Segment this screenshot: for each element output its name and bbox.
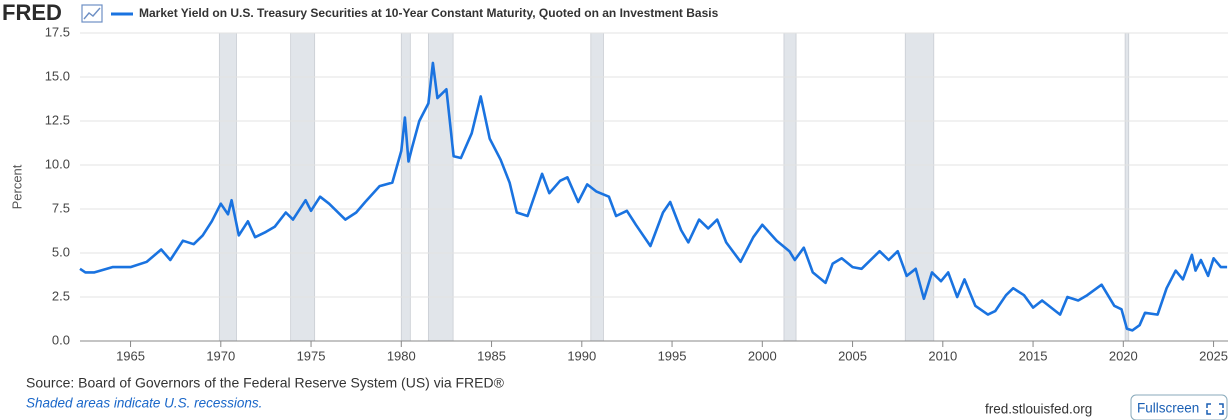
recession-band: [904, 32, 935, 342]
x-tick-label: 2025: [1199, 348, 1228, 363]
series-line: [79, 61, 1228, 332]
x-tick-label: 2000: [748, 348, 777, 363]
x-tick-label: 2005: [838, 348, 867, 363]
logo: FRED: [2, 0, 62, 25]
button-icon[interactable]: [1206, 403, 1224, 415]
recession-band: [218, 32, 237, 342]
site-url: fred.stlouisfed.org: [985, 402, 1092, 417]
x-tick-label: 1975: [297, 348, 326, 363]
y-axis-label: Percent: [9, 164, 24, 209]
button-frame[interactable]: [1130, 394, 1228, 420]
x-tick-label: 1985: [477, 348, 506, 363]
recession-band: [590, 32, 604, 342]
fullscreen-button[interactable]: Fullscreen: [1130, 394, 1228, 420]
y-tick-label: 2.5: [52, 288, 70, 303]
recession-band: [427, 32, 454, 342]
x-tick-label: 1980: [387, 348, 416, 363]
x-tick-label: 1990: [567, 348, 596, 363]
y-tick-label: 17.5: [45, 24, 70, 39]
source: Source: Board of Governors of the Federa…: [26, 375, 505, 391]
button-label[interactable]: Fullscreen: [1137, 401, 1199, 416]
x-tick-label: 1995: [658, 348, 687, 363]
recession-band: [783, 32, 797, 342]
y-tick-label: 0.0: [52, 332, 70, 347]
y-tick-label: 15.0: [45, 68, 70, 83]
x-tick-label: 1970: [206, 348, 235, 363]
logo-icon: [81, 4, 103, 23]
x-tick-label: 1965: [116, 348, 145, 363]
y-tick-label: 10.0: [45, 156, 70, 171]
x-tick-label: 2010: [928, 348, 957, 363]
y-tick-label: 12.5: [45, 112, 70, 127]
recession-band: [1124, 32, 1130, 342]
x-tick-label: 2020: [1109, 348, 1138, 363]
recession-note: Shaded areas indicate U.S. recessions.: [26, 396, 262, 411]
plot: [79, 32, 1228, 347]
y-tick-label: 7.5: [52, 200, 70, 215]
recession-band: [290, 32, 316, 342]
legend-label: Market Yield on U.S. Treasury Securities…: [139, 6, 719, 20]
recession-band: [400, 32, 411, 342]
x-tick-label: 2015: [1019, 348, 1048, 363]
y-tick-label: 5.0: [52, 244, 70, 259]
